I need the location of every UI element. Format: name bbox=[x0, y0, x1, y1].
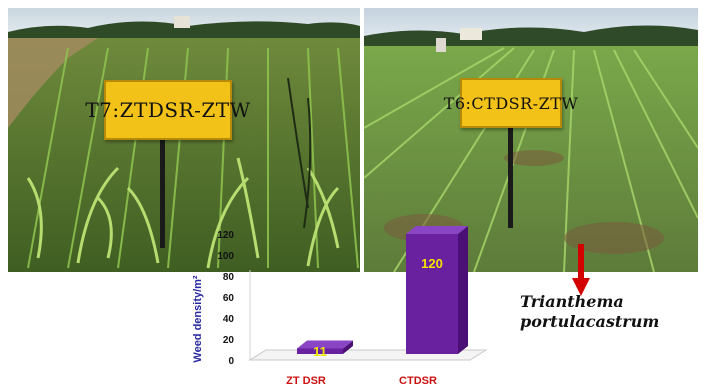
y-tick-label-1: 20 bbox=[223, 335, 235, 346]
y-tick-label-5: 100 bbox=[217, 251, 234, 262]
bar-side-0 bbox=[343, 340, 353, 354]
species-name-line1: Trianthema bbox=[520, 292, 624, 311]
bar-1 bbox=[406, 234, 458, 354]
field-photo-left: T7:ZTDSR-ZTW bbox=[8, 8, 360, 272]
y-tick-label-6: 120 bbox=[217, 230, 234, 241]
chart-bars bbox=[297, 226, 468, 354]
species-name-line2: portulacastrum bbox=[520, 312, 660, 331]
sign-board-left: T7:ZTDSR-ZTW bbox=[85, 80, 250, 140]
bar-top-1 bbox=[406, 226, 468, 234]
x-tick-label-1: CTDSR bbox=[399, 375, 437, 387]
sign-board-right: T6:CTDSR-ZTW bbox=[444, 78, 578, 128]
y-tick-label-2: 40 bbox=[223, 314, 235, 325]
chart-labels: 11 ZT DSR 120 CTDSR bbox=[286, 256, 443, 387]
bar-side-1 bbox=[458, 226, 468, 354]
bar-value-label-1: 120 bbox=[421, 256, 443, 271]
bar-0 bbox=[297, 348, 343, 354]
down-arrow-icon bbox=[572, 244, 590, 296]
bar-top-0 bbox=[297, 340, 353, 349]
bar-value-label-0: 11 bbox=[313, 344, 327, 359]
y-tick-label-4: 80 bbox=[223, 272, 235, 283]
x-tick-label-0: ZT DSR bbox=[286, 375, 326, 387]
sign-right-text: T6:CTDSR-ZTW bbox=[443, 93, 579, 113]
y-tick-label-3: 60 bbox=[223, 293, 235, 304]
sign-left-text: T7:ZTDSR-ZTW bbox=[85, 98, 251, 122]
y-axis-label: Weed density/m² bbox=[192, 275, 204, 363]
y-tick-label-0: 0 bbox=[228, 356, 234, 367]
